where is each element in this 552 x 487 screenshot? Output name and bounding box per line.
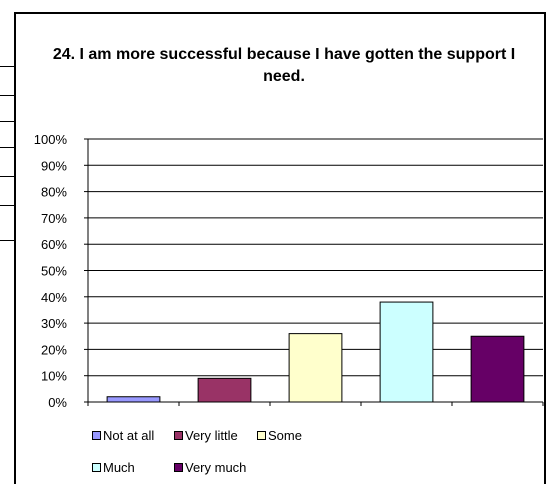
legend-item: Very much bbox=[174, 460, 246, 475]
legend-swatch bbox=[257, 431, 266, 440]
y-tick-label: 60% bbox=[41, 237, 67, 252]
bar bbox=[106, 396, 161, 403]
left-edge-line bbox=[0, 240, 14, 241]
left-edge-line bbox=[0, 66, 14, 67]
left-edge-line bbox=[0, 176, 14, 177]
legend-swatch bbox=[92, 463, 101, 472]
legend-item: Much bbox=[92, 460, 135, 475]
legend-item: Very little bbox=[174, 428, 238, 443]
legend-swatch bbox=[92, 431, 101, 440]
left-edge-line bbox=[0, 95, 14, 96]
legend-item: Not at all bbox=[92, 428, 154, 443]
y-tick-label: 90% bbox=[41, 158, 67, 173]
y-tick-label: 40% bbox=[41, 290, 67, 305]
legend-label: Very much bbox=[185, 460, 247, 475]
chart-title: 24. I am more successful because I have … bbox=[52, 46, 516, 85]
legend-label: Not at all bbox=[103, 428, 155, 443]
y-tick-label: 70% bbox=[41, 211, 67, 226]
left-edge-line bbox=[0, 147, 14, 148]
y-tick-label: 20% bbox=[41, 342, 67, 357]
y-tick-label: 50% bbox=[41, 264, 67, 279]
bar bbox=[470, 335, 525, 403]
legend-label: Some bbox=[268, 428, 302, 443]
y-tick-label: 10% bbox=[41, 369, 67, 384]
y-tick-label: 80% bbox=[41, 185, 67, 200]
legend-label: Very little bbox=[185, 428, 238, 443]
y-tick-label: 100% bbox=[34, 132, 68, 147]
legend-label: Much bbox=[103, 460, 135, 475]
y-tick-label: 30% bbox=[41, 316, 67, 331]
legend-item: Some bbox=[257, 428, 302, 443]
y-tick-label: 0% bbox=[48, 395, 67, 410]
bar bbox=[379, 301, 434, 403]
chart-frame bbox=[14, 12, 546, 484]
left-edge-line bbox=[0, 205, 14, 206]
bar bbox=[288, 333, 343, 403]
left-edge-line bbox=[0, 121, 14, 122]
legend-swatch bbox=[174, 431, 183, 440]
bar bbox=[197, 377, 252, 403]
legend-swatch bbox=[174, 463, 183, 472]
